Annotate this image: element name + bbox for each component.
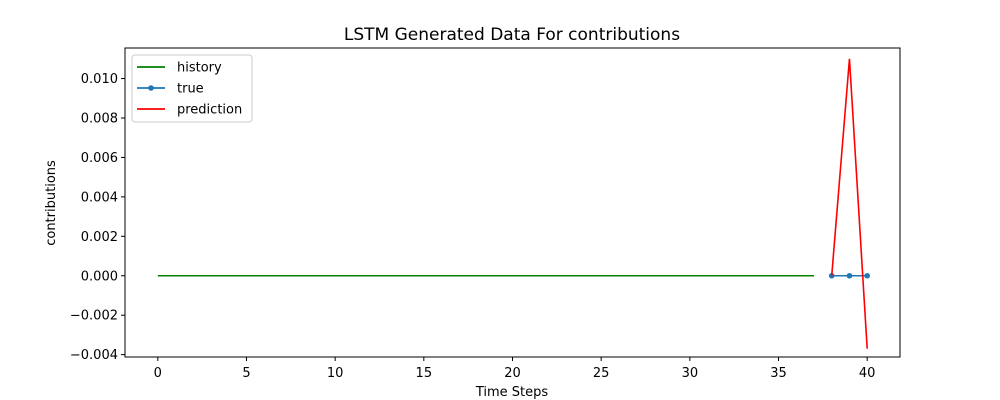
x-tick-label: 40	[859, 366, 876, 381]
legend: history true prediction	[131, 54, 253, 123]
series-layer	[157, 58, 870, 349]
x-tick-label: 35	[770, 366, 787, 381]
x-tick-label: 30	[682, 366, 699, 381]
data-point-true	[846, 272, 853, 279]
y-tick-label: 0.000	[81, 269, 118, 284]
data-point-true	[828, 272, 835, 279]
y-axis: −0.004 −0.002 0.000 0.002 0.004 0.006 0.008 0.0…	[70, 72, 125, 363]
legend-label-true: true	[177, 82, 204, 97]
y-axis-title: contributions	[44, 160, 59, 246]
y-tick-label: 0.010	[81, 72, 118, 87]
x-tick-label: 20	[504, 366, 521, 381]
legend-label-prediction: prediction	[177, 103, 242, 118]
series-line-prediction	[830, 58, 868, 349]
x-tick-label: 10	[327, 366, 344, 381]
x-tick-label: 15	[416, 366, 433, 381]
y-tick-label: 0.006	[81, 151, 118, 166]
legend-marker-true	[148, 85, 154, 91]
x-tick-label: 25	[593, 366, 610, 381]
y-tick-label: −0.002	[70, 309, 118, 324]
x-tick-label: 5	[242, 366, 250, 381]
y-tick-label: −0.004	[70, 348, 118, 363]
legend-label-history: history	[177, 61, 222, 76]
x-tick-label: 0	[154, 366, 162, 381]
data-point-true	[864, 272, 870, 279]
chart-title: LSTM Generated Data For contributions	[344, 25, 680, 45]
legend-box	[131, 54, 253, 123]
x-axis-title: Time Steps	[475, 385, 549, 400]
y-tick-label: 0.002	[81, 230, 118, 245]
x-axis: 0 5 10 15 20 25 30 35 40	[154, 357, 876, 381]
y-tick-label: 0.004	[81, 190, 118, 205]
y-tick-label: 0.008	[81, 112, 118, 127]
